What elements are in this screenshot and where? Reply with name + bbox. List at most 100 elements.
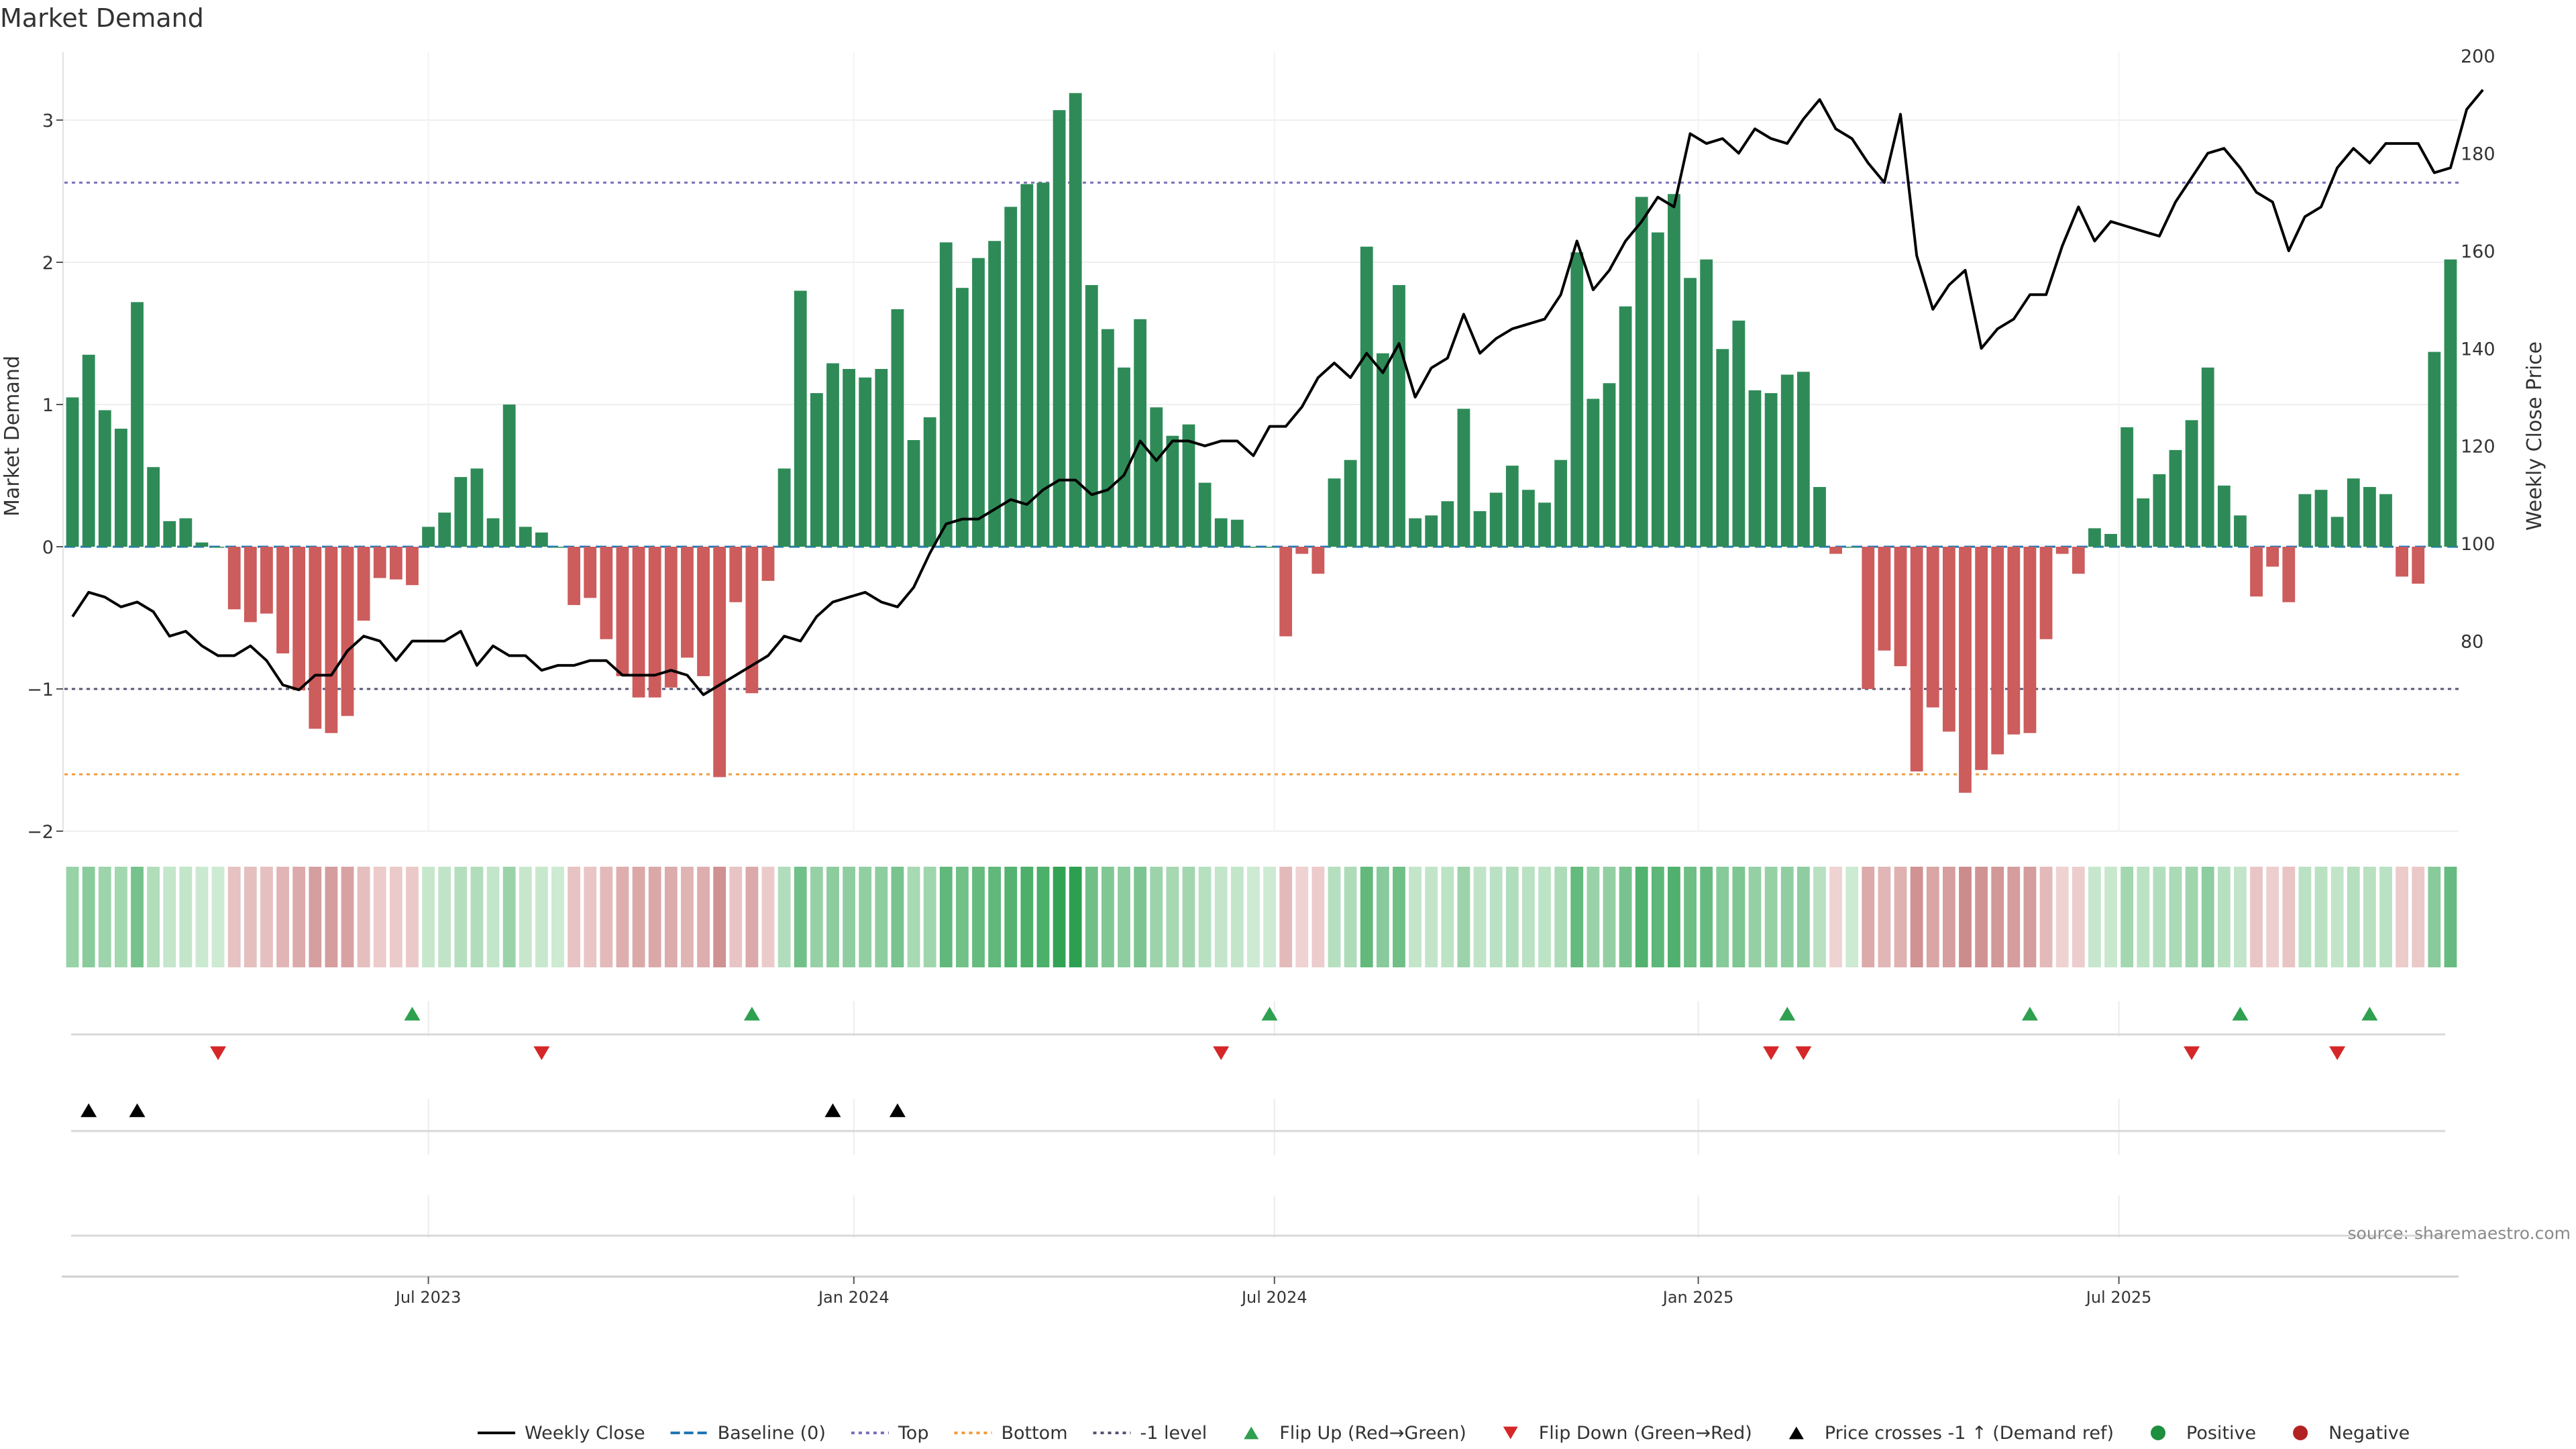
heat-cell: [729, 867, 743, 967]
heat-cell: [2039, 867, 2053, 967]
heat-cell: [1036, 867, 1050, 967]
heat-cell: [1473, 867, 1487, 967]
heat-cell: [2169, 867, 2182, 967]
heat-cell: [2234, 867, 2247, 967]
heat-cell: [1926, 867, 1939, 967]
demand-bar: [1845, 547, 1859, 548]
demand-bar: [600, 547, 613, 639]
demand-bar: [1376, 353, 1389, 547]
y-tick-label-left: −1: [27, 680, 54, 700]
heat-cell: [179, 867, 193, 967]
demand-bar: [2023, 547, 2037, 733]
demand-bar: [1198, 482, 1212, 547]
demand-bar: [794, 290, 807, 547]
legend-triangle-up-icon: [1788, 1426, 1804, 1440]
empty-panel: [71, 1195, 2445, 1238]
heat-cell: [1134, 867, 1147, 967]
legend-label: Flip Up (Red→Green): [1279, 1423, 1466, 1444]
demand-bar: [681, 547, 694, 658]
heat-cell: [1279, 867, 1293, 967]
demand-bar: [2396, 547, 2409, 577]
demand-bar: [664, 547, 678, 688]
demand-bar: [1150, 407, 1163, 547]
flip-up-marker: [2232, 1006, 2249, 1021]
heat-cell: [373, 867, 386, 967]
y-tick-label-right: 80: [2461, 632, 2483, 653]
demand-bar: [1393, 284, 1405, 547]
demand-bar: [1521, 490, 1535, 547]
legend-item: Bottom: [954, 1423, 1068, 1444]
demand-bar: [486, 518, 500, 547]
heat-cell: [1409, 867, 1421, 967]
demand-bar: [2055, 547, 2069, 554]
demand-bar: [1748, 390, 1762, 547]
legend-label: -1 level: [1140, 1423, 1208, 1444]
heat-cell: [2363, 867, 2376, 967]
heat-cell: [1069, 867, 1082, 967]
heat-cell: [745, 867, 759, 967]
demand-bar: [1134, 319, 1147, 547]
heat-cell: [810, 867, 823, 967]
demand-bar: [1004, 207, 1018, 547]
demand-bar: [2314, 490, 2328, 547]
demand-bar: [1166, 435, 1179, 547]
chart-title: Market Demand: [0, 3, 204, 33]
heat-cell: [1230, 867, 1244, 967]
heat-cell: [1862, 867, 1875, 967]
heat-cell: [1004, 867, 1018, 967]
demand-bar: [616, 547, 629, 676]
heat-cell: [211, 867, 225, 967]
heat-cell: [794, 867, 807, 967]
heat-cell: [1570, 867, 1584, 967]
demand-bar: [1780, 374, 1794, 547]
demand-bar: [2444, 259, 2457, 547]
heat-cell: [1910, 867, 1923, 967]
legend-circle-icon: [2293, 1426, 2308, 1440]
heat-cell: [1102, 867, 1114, 967]
x-tick-label: Jul 2024: [1240, 1288, 1307, 1307]
heat-cell: [2379, 867, 2392, 967]
demand-bar: [907, 440, 920, 547]
legend-label: Negative: [2328, 1423, 2410, 1444]
heat-cell: [1587, 867, 1600, 967]
heat-cell: [66, 867, 79, 967]
heat-cell: [2250, 867, 2263, 967]
heat-cell: [1457, 867, 1470, 967]
demand-bar: [2185, 420, 2198, 547]
heat-cell: [1376, 867, 1389, 967]
heat-cell: [2282, 867, 2296, 967]
x-tick-label: Jan 2025: [1662, 1288, 1734, 1307]
demand-bar: [955, 288, 969, 547]
demand-bar: [341, 547, 354, 716]
legend-circle-icon: [2151, 1426, 2166, 1440]
price-cross-panel: [71, 1099, 2445, 1155]
demand-bar: [1587, 398, 1600, 547]
demand-bar: [859, 377, 872, 547]
flip-down-marker: [2329, 1046, 2346, 1061]
heat-cell: [114, 867, 127, 967]
demand-bar: [1263, 547, 1276, 548]
heat-cell: [616, 867, 629, 967]
heat-cell: [923, 867, 936, 967]
heat-cell: [1053, 867, 1066, 967]
demand-bar: [1570, 252, 1584, 547]
demand-bar: [1118, 367, 1130, 547]
heat-cell: [1538, 867, 1551, 967]
heat-cell: [1198, 867, 1212, 967]
heat-cell: [2444, 867, 2457, 967]
demand-bar: [2266, 547, 2279, 567]
demand-bar: [2088, 528, 2101, 547]
demand-bar: [325, 547, 338, 733]
demand-bar: [2121, 427, 2134, 547]
demand-bar: [1505, 466, 1519, 547]
demand-bar: [1020, 184, 1034, 547]
demand-bars: [66, 93, 2457, 793]
legend-item: Positive: [2151, 1423, 2256, 1444]
legend-label: Price crosses -1 ↑ (Demand ref): [1825, 1423, 2114, 1444]
demand-bar: [1489, 492, 1503, 547]
demand-bar: [1457, 409, 1470, 547]
legend-label: Positive: [2186, 1423, 2256, 1444]
demand-bar: [1732, 320, 1746, 547]
heat-cell: [1796, 867, 1810, 967]
y-axis-label-right: Weekly Close Price: [2523, 341, 2546, 531]
